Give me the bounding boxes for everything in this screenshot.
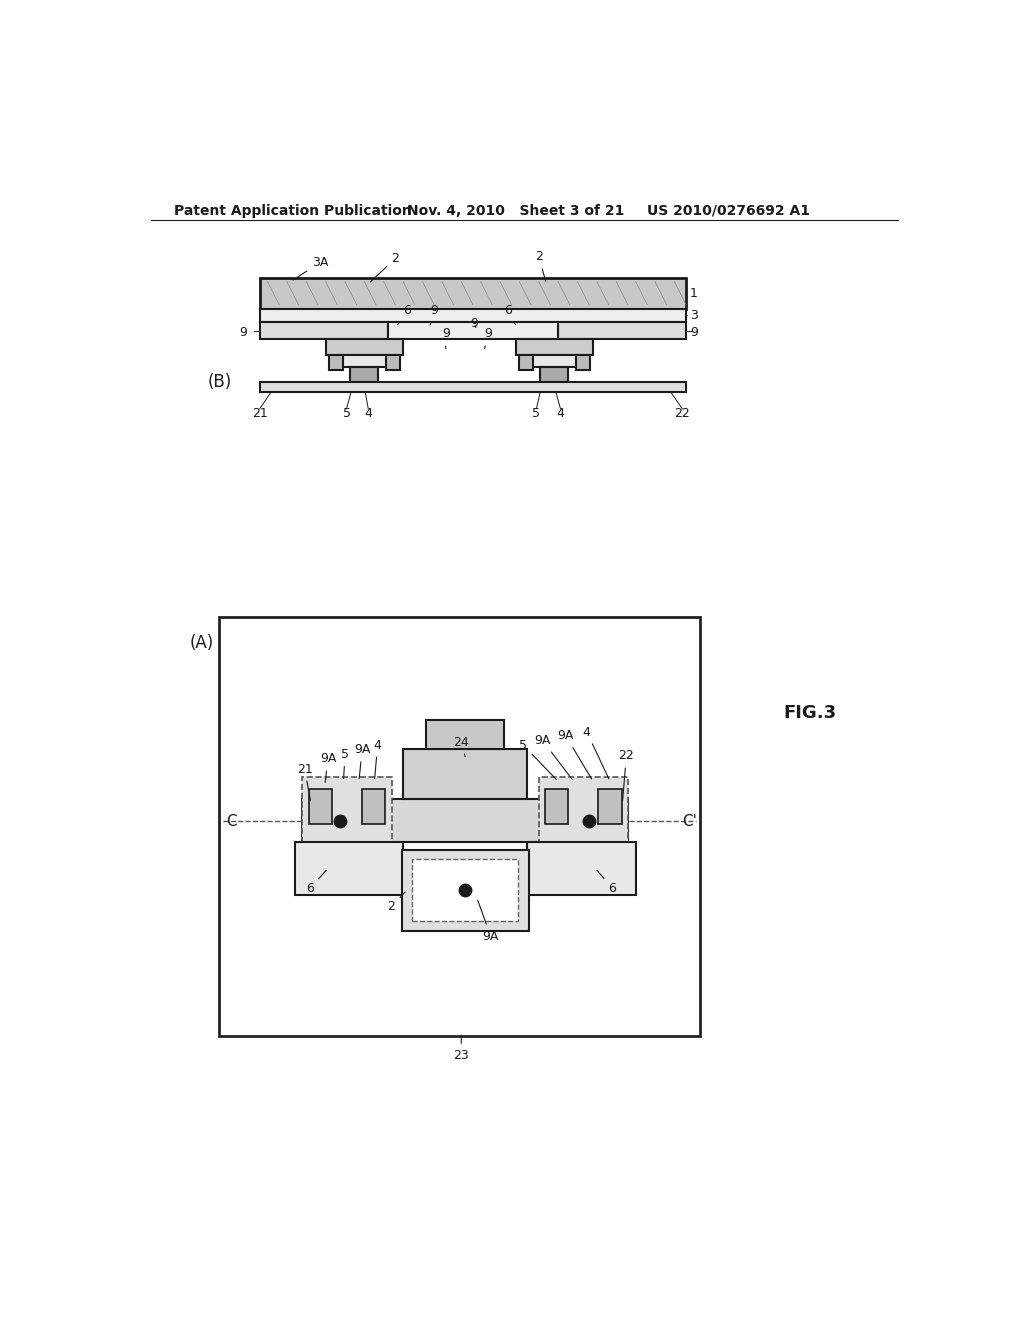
- Text: US 2010/0276692 A1: US 2010/0276692 A1: [647, 203, 810, 218]
- Bar: [527, 842, 636, 895]
- Text: 2: 2: [371, 252, 399, 282]
- Text: 3: 3: [686, 309, 697, 322]
- Text: 2: 2: [387, 892, 406, 913]
- Text: 9: 9: [690, 326, 697, 339]
- Bar: [401, 850, 528, 931]
- Bar: [260, 383, 686, 392]
- Text: 9: 9: [430, 305, 438, 325]
- Bar: [295, 842, 403, 895]
- Bar: [388, 322, 558, 339]
- Bar: [260, 322, 388, 339]
- Text: FIG.3: FIG.3: [783, 704, 837, 722]
- Text: 6: 6: [397, 305, 411, 325]
- Text: 4: 4: [556, 407, 564, 420]
- Text: 9A: 9A: [354, 743, 371, 779]
- Text: (A): (A): [189, 635, 214, 652]
- Text: 22: 22: [674, 407, 690, 420]
- Text: 9A: 9A: [478, 900, 499, 942]
- Text: 4: 4: [365, 407, 372, 420]
- Bar: [219, 616, 700, 1036]
- Bar: [302, 799, 628, 842]
- Text: 9A: 9A: [558, 730, 592, 779]
- Text: 4: 4: [374, 739, 382, 779]
- Bar: [326, 339, 403, 355]
- Text: 9A: 9A: [319, 752, 336, 783]
- Text: 5: 5: [341, 748, 349, 779]
- Bar: [403, 748, 527, 799]
- Bar: [362, 789, 385, 824]
- Text: 6: 6: [306, 870, 326, 895]
- Bar: [260, 309, 686, 322]
- Text: Patent Application Publication: Patent Application Publication: [174, 203, 413, 218]
- Bar: [541, 367, 568, 383]
- Text: 9A: 9A: [535, 734, 572, 779]
- Text: 9: 9: [239, 326, 247, 339]
- Bar: [302, 777, 391, 863]
- Bar: [329, 355, 343, 370]
- Text: C': C': [682, 814, 696, 829]
- Bar: [515, 339, 593, 355]
- Bar: [426, 719, 504, 748]
- Text: 6: 6: [504, 305, 515, 325]
- Bar: [413, 859, 518, 921]
- Bar: [558, 322, 686, 339]
- Text: 5: 5: [532, 407, 541, 420]
- Bar: [531, 355, 578, 367]
- Text: 3A: 3A: [293, 256, 329, 280]
- Text: 21: 21: [252, 407, 267, 420]
- Text: 24: 24: [454, 735, 469, 756]
- Bar: [260, 277, 686, 309]
- Text: (B): (B): [207, 372, 231, 391]
- Text: Nov. 4, 2010   Sheet 3 of 21: Nov. 4, 2010 Sheet 3 of 21: [407, 203, 625, 218]
- Text: 9: 9: [470, 317, 478, 330]
- Text: 9: 9: [484, 327, 493, 348]
- Text: 5: 5: [343, 407, 350, 420]
- Bar: [545, 789, 568, 824]
- Bar: [598, 789, 622, 824]
- Text: 5: 5: [519, 739, 556, 779]
- Text: 2: 2: [535, 251, 546, 281]
- Text: 1: 1: [686, 286, 697, 300]
- Bar: [575, 355, 590, 370]
- Bar: [341, 355, 388, 367]
- Bar: [386, 355, 400, 370]
- Bar: [539, 777, 628, 863]
- Text: 21: 21: [297, 763, 312, 800]
- Text: 23: 23: [454, 1035, 469, 1063]
- Bar: [350, 367, 378, 383]
- Text: 6: 6: [597, 870, 616, 895]
- Text: 4: 4: [583, 726, 609, 779]
- Text: C: C: [226, 814, 238, 829]
- Bar: [308, 789, 332, 824]
- Text: 9: 9: [441, 327, 450, 348]
- Bar: [518, 355, 532, 370]
- Text: 22: 22: [618, 750, 634, 800]
